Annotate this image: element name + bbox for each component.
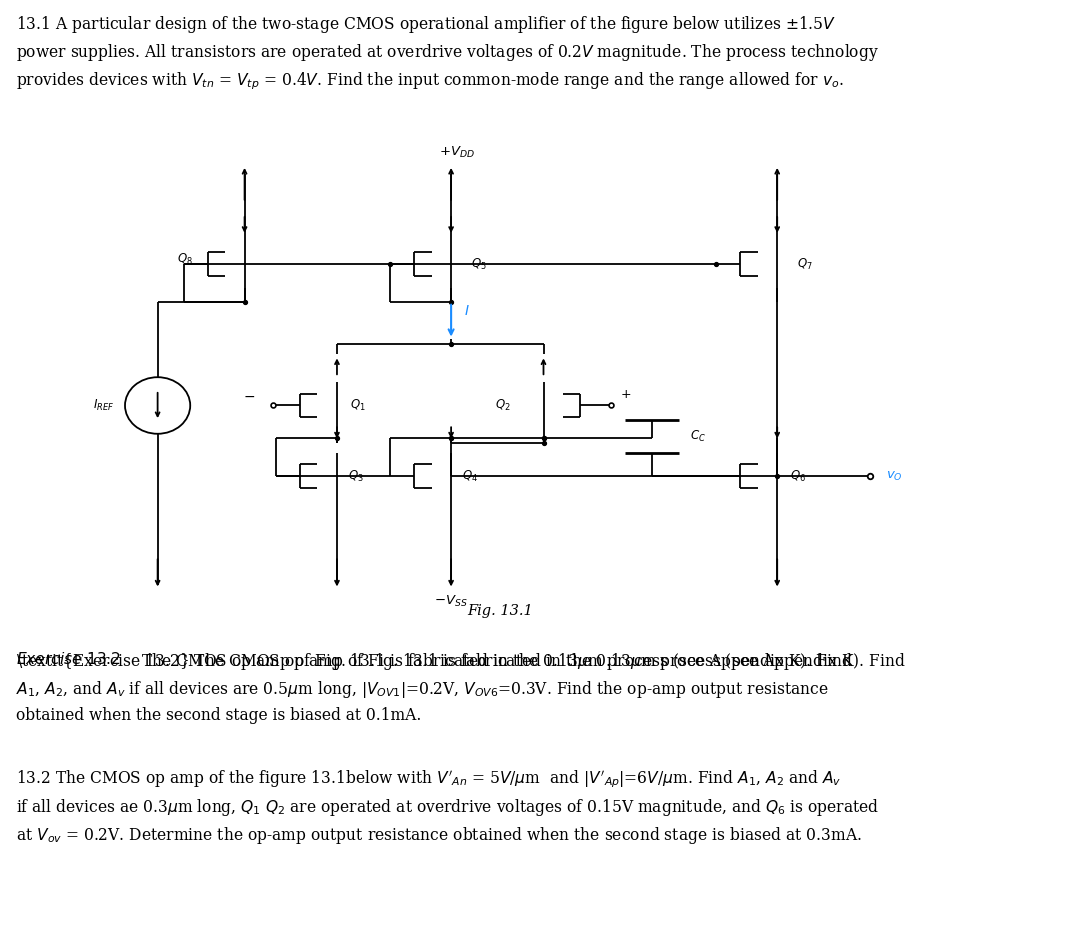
Text: $-V_{SS}$: $-V_{SS}$: [435, 594, 467, 609]
Text: $Q_1$: $Q_1$: [350, 398, 365, 413]
Text: 13.1 A particular design of the two-stage CMOS operational amplifier of the figu: 13.1 A particular design of the two-stag…: [16, 14, 837, 35]
Text: $Q_4$: $Q_4$: [462, 469, 478, 484]
Text: $Q_3$: $Q_3$: [348, 469, 364, 484]
Text: The CMOS op amp of Fig. 13.1 is fabricated in the 0.13$\mu$m process (see Append: The CMOS op amp of Fig. 13.1 is fabricat…: [141, 651, 853, 671]
Text: power supplies. All transistors are operated at overdrive voltages of 0.2$V$ mag: power supplies. All transistors are oper…: [16, 42, 879, 63]
Text: $Q_8$: $Q_8$: [177, 252, 192, 267]
Text: $C_C$: $C_C$: [690, 428, 707, 444]
Text: $Exercise$ $13.2$: $Exercise$ $13.2$: [16, 651, 121, 667]
Text: $Q_7$: $Q_7$: [797, 256, 812, 272]
Text: $I$: $I$: [464, 305, 470, 318]
Text: $+$: $+$: [620, 388, 630, 401]
Text: $A_1$, $A_2$, and $A_v$ if all devices are 0.5$\mu$m long, $|V_{OV1}|$=0.2V, $V_: $A_1$, $A_2$, and $A_v$ if all devices a…: [16, 679, 829, 700]
Text: $v_O$: $v_O$: [886, 470, 902, 483]
Text: $I_{REF}$: $I_{REF}$: [92, 398, 114, 413]
Text: $Q_5$: $Q_5$: [471, 256, 486, 272]
Text: obtained when the second stage is biased at 0.1mA.: obtained when the second stage is biased…: [16, 707, 422, 724]
Text: 13.2 The CMOS op amp of the figure 13.1below with $V'_{An}$ = 5$V$/$\mu$m  and $: 13.2 The CMOS op amp of the figure 13.1b…: [16, 769, 841, 790]
Text: $Q_6$: $Q_6$: [790, 469, 807, 484]
Text: \textit{Exercise 13.2} The CMOS op amp of Fig. 13.1 is fabricated in the 0.13$\m: \textit{Exercise 13.2} The CMOS op amp o…: [16, 651, 905, 671]
Text: if all devices ae 0.3$\mu$m long, $Q_1$ $Q_2$ are operated at overdrive voltages: if all devices ae 0.3$\mu$m long, $Q_1$ …: [16, 797, 879, 818]
Text: $-$: $-$: [242, 389, 255, 403]
Text: at $V_{ov}$ = 0.2V. Determine the op-amp output resistance obtained when the sec: at $V_{ov}$ = 0.2V. Determine the op-amp…: [16, 825, 862, 846]
Text: $Q_2$: $Q_2$: [496, 398, 511, 413]
Text: $+V_{DD}$: $+V_{DD}$: [438, 145, 475, 160]
Text: Fig. 13.1: Fig. 13.1: [467, 604, 533, 618]
Text: provides devices with $V_{tn}$ = $V_{tp}$ = 0.4$V$. Find the input common-mode r: provides devices with $V_{tn}$ = $V_{tp}…: [16, 71, 845, 92]
